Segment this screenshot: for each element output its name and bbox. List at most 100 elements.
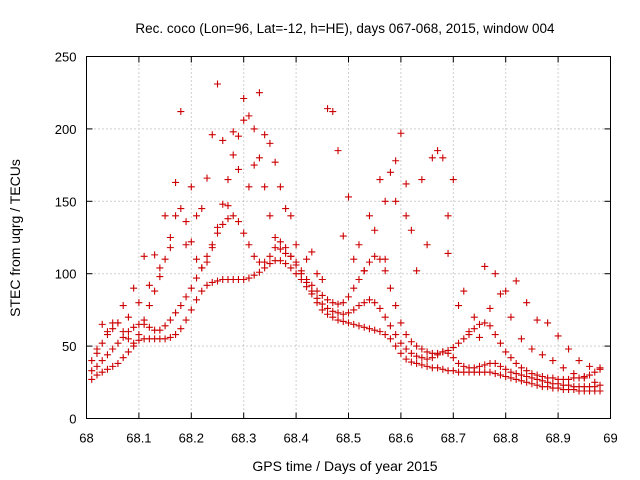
data-point bbox=[313, 287, 321, 295]
data-point bbox=[476, 362, 483, 370]
data-point bbox=[402, 180, 410, 188]
data-point bbox=[365, 296, 373, 304]
data-point bbox=[151, 251, 159, 259]
data-point bbox=[287, 212, 295, 220]
data-point bbox=[313, 294, 321, 302]
data-point bbox=[345, 319, 352, 327]
data-point bbox=[365, 258, 373, 266]
data-point bbox=[271, 244, 279, 252]
x-tick-label: 68 bbox=[79, 431, 93, 446]
data-point bbox=[177, 302, 185, 310]
data-point bbox=[360, 267, 368, 275]
data-point bbox=[161, 322, 169, 330]
data-point bbox=[234, 165, 242, 173]
data-point bbox=[271, 158, 279, 166]
data-point bbox=[470, 325, 478, 333]
y-tick-labels: 0 50 100 150 200 250 bbox=[55, 50, 77, 427]
data-point bbox=[161, 255, 169, 263]
data-point bbox=[219, 220, 227, 228]
data-point bbox=[549, 374, 557, 382]
data-point bbox=[229, 212, 237, 220]
data-point bbox=[397, 129, 405, 137]
x-tick-label: 68.6 bbox=[388, 431, 413, 446]
data-point bbox=[324, 304, 332, 312]
data-point bbox=[355, 241, 363, 249]
data-point bbox=[334, 147, 342, 155]
data-point bbox=[88, 367, 96, 375]
data-point bbox=[449, 367, 457, 375]
data-point bbox=[224, 176, 232, 184]
data-point bbox=[397, 339, 405, 347]
data-point bbox=[345, 193, 352, 201]
data-point bbox=[93, 371, 101, 379]
data-point bbox=[460, 362, 468, 370]
data-point bbox=[271, 234, 279, 241]
data-point bbox=[365, 212, 373, 220]
data-point bbox=[151, 287, 159, 295]
data-point bbox=[591, 378, 599, 386]
data-point bbox=[282, 249, 290, 257]
plot-frame bbox=[86, 56, 611, 419]
data-point bbox=[565, 375, 573, 383]
data-point bbox=[386, 335, 394, 343]
data-point bbox=[287, 252, 295, 260]
data-point bbox=[376, 328, 384, 336]
data-point bbox=[455, 339, 463, 347]
data-point bbox=[255, 154, 263, 162]
data-point bbox=[182, 293, 190, 301]
data-point bbox=[439, 348, 447, 356]
data-point bbox=[229, 151, 237, 159]
data-point bbox=[507, 354, 515, 362]
data-point bbox=[565, 345, 573, 353]
data-point bbox=[392, 331, 400, 339]
data-point bbox=[135, 331, 143, 339]
data-point bbox=[145, 281, 153, 289]
data-point bbox=[229, 128, 237, 136]
data-point bbox=[392, 197, 400, 205]
data-point bbox=[172, 331, 180, 339]
data-point bbox=[177, 205, 185, 213]
data-point bbox=[528, 370, 536, 378]
data-point bbox=[318, 300, 326, 308]
data-point bbox=[413, 359, 421, 367]
data-points bbox=[88, 80, 604, 395]
data-point bbox=[481, 361, 489, 369]
data-point bbox=[507, 313, 515, 321]
data-point bbox=[182, 316, 190, 324]
data-point bbox=[172, 178, 180, 186]
data-point bbox=[444, 346, 452, 354]
data-point bbox=[381, 255, 389, 263]
data-point bbox=[491, 270, 499, 278]
data-point bbox=[502, 365, 510, 373]
data-point bbox=[460, 335, 468, 343]
data-point bbox=[255, 268, 263, 276]
data-point bbox=[407, 358, 415, 366]
data-point bbox=[538, 351, 546, 359]
data-point bbox=[371, 226, 379, 234]
data-point bbox=[161, 335, 169, 343]
data-point bbox=[109, 345, 117, 353]
x-tick-label: 68.4 bbox=[283, 431, 308, 446]
data-point bbox=[98, 357, 106, 365]
data-point bbox=[339, 310, 347, 318]
y-tick-label: 200 bbox=[55, 122, 77, 137]
data-point bbox=[444, 249, 452, 257]
data-point bbox=[214, 277, 221, 285]
chart-title: Rec. coco (Lon=96, Lat=-12, h=HE), days … bbox=[135, 21, 555, 36]
data-point bbox=[360, 299, 368, 307]
y-tick-label: 0 bbox=[69, 412, 76, 427]
data-point bbox=[276, 238, 284, 246]
x-tick-label: 68.9 bbox=[545, 431, 570, 446]
data-point bbox=[470, 313, 478, 321]
data-point bbox=[491, 370, 499, 378]
data-point bbox=[407, 338, 415, 346]
data-point bbox=[261, 131, 269, 139]
data-point bbox=[161, 212, 169, 220]
data-point bbox=[219, 200, 227, 208]
data-point bbox=[381, 331, 389, 339]
y-tick-label: 50 bbox=[62, 339, 76, 354]
data-point bbox=[507, 368, 515, 376]
data-point bbox=[402, 212, 410, 220]
data-point bbox=[124, 335, 132, 343]
